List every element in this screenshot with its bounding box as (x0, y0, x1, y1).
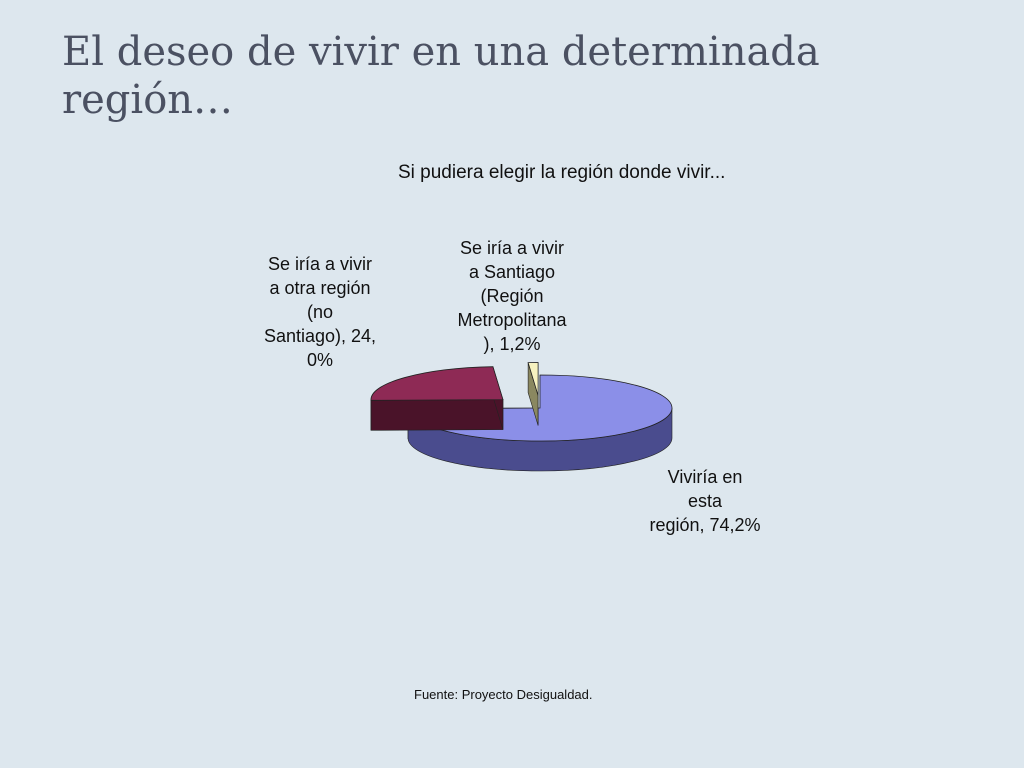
chart-title: Si pudiera elegir la región donde vivir.… (398, 162, 726, 183)
slice-label-other-region: Se iría a vivir a otra región (no Santia… (263, 254, 377, 370)
source-note: Fuente: Proyecto Desigualdad. (414, 687, 593, 702)
slide-title: El deseo de vivir en una determinada reg… (62, 29, 820, 123)
pie-slice-other-region (370, 366, 504, 431)
pie-slice-santiago (527, 362, 539, 426)
slice-label-santiago: Se iría a vivir a Santiago (Región Metro… (457, 238, 567, 354)
slice-label-this-region: Viviría en esta región, 74,2% (649, 467, 761, 535)
